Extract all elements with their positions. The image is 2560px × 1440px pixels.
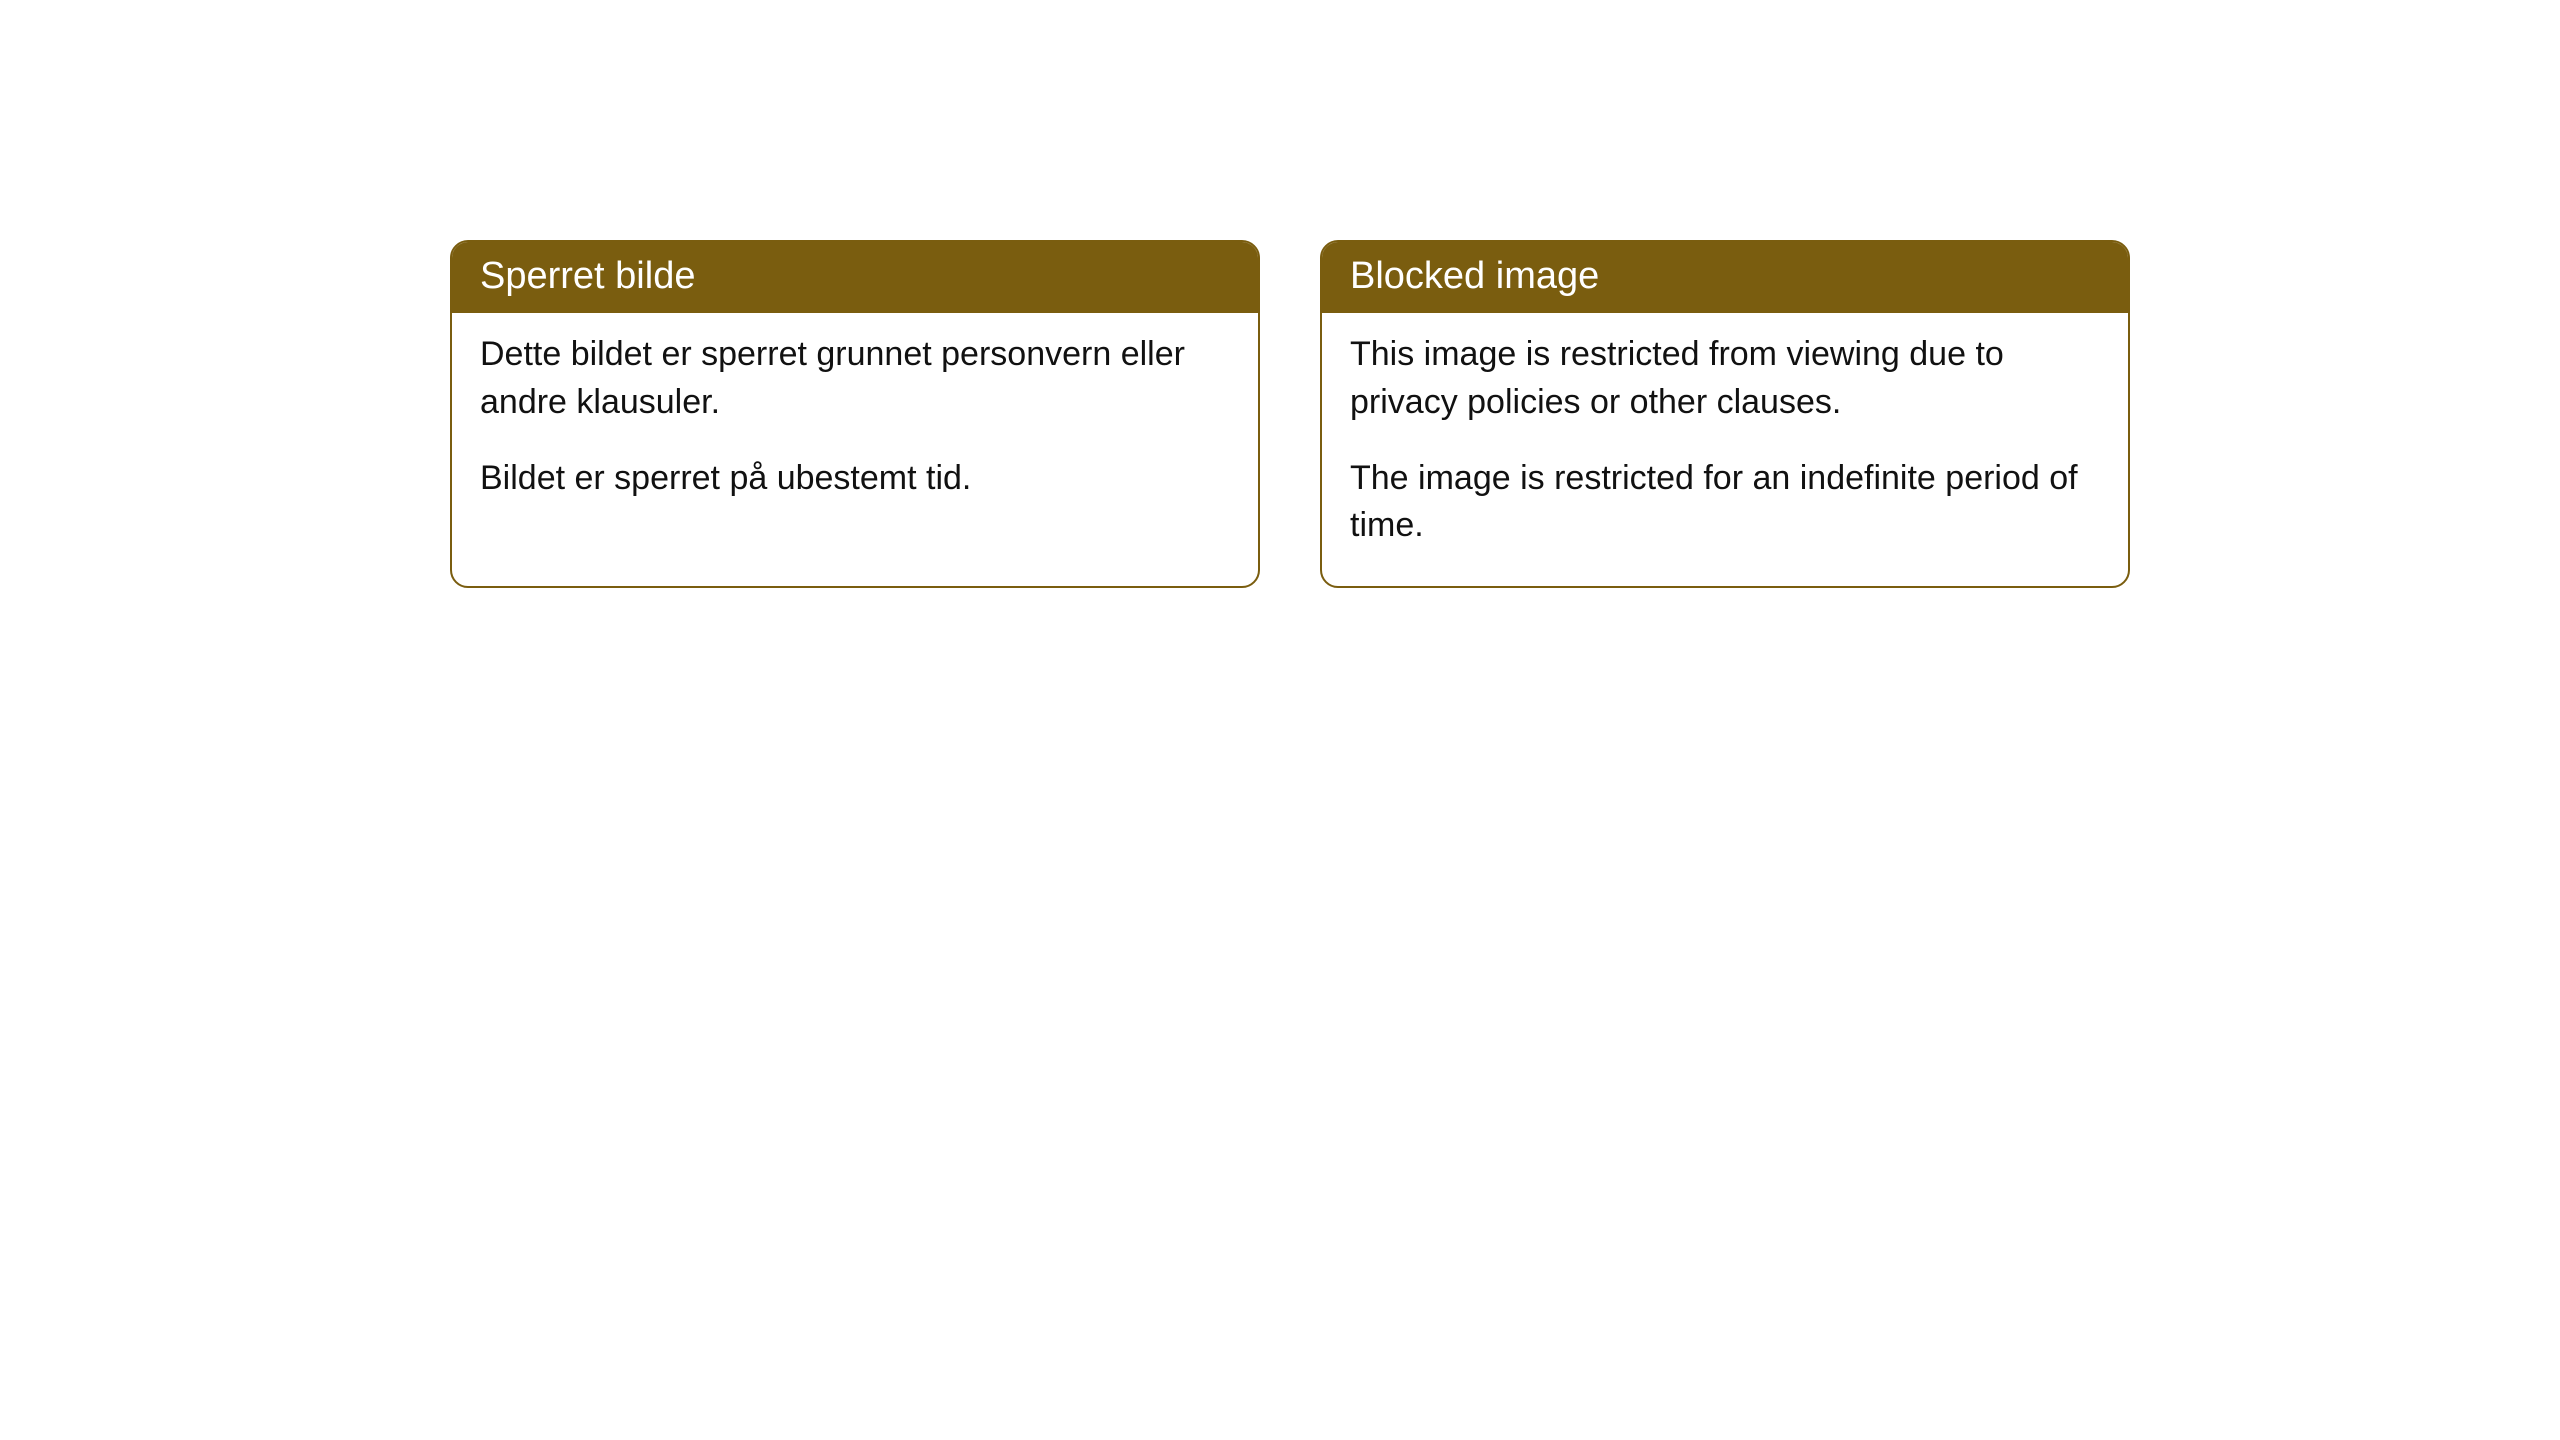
card-header-norwegian: Sperret bilde — [452, 242, 1258, 313]
card-header-english: Blocked image — [1322, 242, 2128, 313]
card-body-english: This image is restricted from viewing du… — [1322, 313, 2128, 585]
card-body-norwegian: Dette bildet er sperret grunnet personve… — [452, 313, 1258, 538]
card-english: Blocked image This image is restricted f… — [1320, 240, 2130, 588]
card-paragraph-2: The image is restricted for an indefinit… — [1350, 455, 2100, 550]
card-paragraph-1: Dette bildet er sperret grunnet personve… — [480, 331, 1230, 426]
card-paragraph-1: This image is restricted from viewing du… — [1350, 331, 2100, 426]
card-paragraph-2: Bildet er sperret på ubestemt tid. — [480, 455, 1230, 503]
card-norwegian: Sperret bilde Dette bildet er sperret gr… — [450, 240, 1260, 588]
cards-container: Sperret bilde Dette bildet er sperret gr… — [0, 0, 2560, 588]
